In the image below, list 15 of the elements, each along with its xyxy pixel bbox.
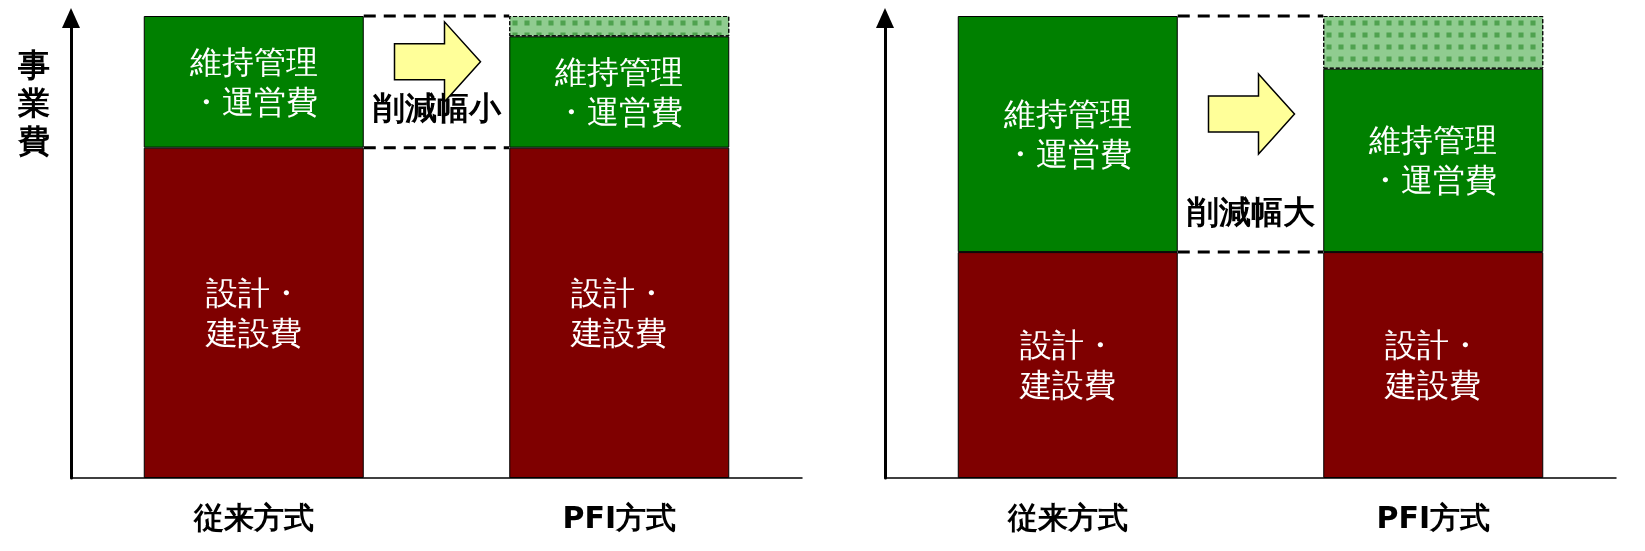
text: 維持管理・運営費 — [189, 42, 318, 121]
y-axis-title: 事業費 — [17, 46, 50, 160]
annotation: 削減幅小 — [371, 89, 502, 126]
series-label: 維持管理・運営費 — [1002, 95, 1132, 174]
annotation: 削減幅大 — [1185, 194, 1315, 231]
text: 維持管理・運営費 — [1369, 121, 1498, 200]
text: 設計・建設費 — [1385, 326, 1482, 405]
text: 設計・建設費 — [571, 273, 668, 352]
series-label: 設計・建設費 — [1018, 326, 1116, 405]
x-tick-label: 従来方式 — [1006, 499, 1128, 535]
x-tick-label: PFI方式 — [1376, 499, 1491, 535]
x-tick-label: 従来方式 — [192, 499, 314, 535]
x-tick-label: PFI方式 — [562, 499, 677, 535]
series-label: 維持管理・運営費 — [554, 53, 684, 131]
series-label: 設計・建設費 — [204, 273, 302, 352]
